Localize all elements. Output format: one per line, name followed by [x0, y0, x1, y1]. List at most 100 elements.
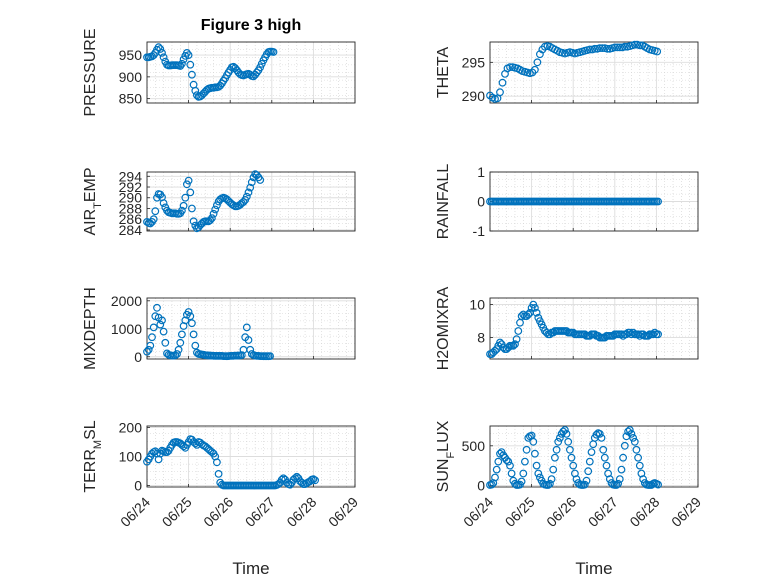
y-tick-label: 292	[119, 179, 143, 195]
data-point	[582, 476, 591, 485]
x-tick-label: 06/26	[543, 494, 579, 530]
data-point	[146, 341, 155, 350]
data-point	[654, 330, 662, 339]
figure-title: Figure 3 high	[201, 17, 301, 34]
data-point	[181, 193, 190, 202]
data-point	[531, 304, 539, 312]
x-tick-label: 06/24	[460, 494, 496, 530]
data-point	[519, 469, 528, 478]
data-point	[590, 44, 599, 53]
data-point	[554, 437, 563, 446]
data-point	[614, 479, 622, 488]
data-point	[506, 63, 514, 71]
data-point	[630, 40, 639, 49]
axes-box	[489, 41, 699, 104]
data-point	[649, 330, 657, 339]
data-point	[547, 475, 556, 484]
data-point	[552, 445, 561, 454]
data-point	[176, 62, 185, 70]
y-tick-label: 295	[462, 54, 486, 70]
data-point	[612, 481, 621, 489]
data-point	[600, 453, 609, 462]
data-point	[187, 204, 196, 213]
data-point	[599, 445, 608, 454]
data-point	[173, 350, 181, 358]
subplot-terr-msl: 0 100 200 06/24 06/25 06/26 06/27 06/28 06/29 TER…	[82, 419, 361, 529]
data-point	[156, 45, 165, 53]
x-tick-label: 06/27	[242, 494, 278, 530]
x-tick-label: 06/24	[117, 494, 153, 530]
y-tick-label: 900	[119, 69, 143, 85]
data-point	[184, 51, 193, 59]
data-point	[498, 78, 507, 87]
data-point	[182, 49, 191, 57]
data-point	[610, 43, 619, 52]
y-tick-label: 286	[119, 211, 143, 227]
x-tick-label: 06/28	[626, 494, 662, 530]
data-point	[514, 327, 523, 335]
data-point	[489, 479, 498, 487]
data-point	[159, 53, 168, 62]
axes-box	[146, 41, 356, 104]
y-axis-label: H2OMIXRA	[435, 286, 452, 370]
data-point	[615, 475, 624, 484]
data-point	[516, 318, 524, 327]
data-point	[149, 215, 158, 224]
data-point	[487, 480, 496, 489]
y-tick-label: 284	[119, 222, 143, 238]
y-axis-label: AIRTEMP	[82, 167, 104, 235]
data-point	[522, 445, 531, 454]
data-point	[654, 480, 662, 489]
data-point	[492, 465, 501, 474]
data-point	[149, 323, 158, 332]
data-point	[639, 475, 647, 484]
data-point	[151, 207, 160, 216]
data-point	[237, 351, 246, 360]
subplot-theta: 290 295 THETA	[435, 40, 699, 104]
y-tick-label: 288	[119, 200, 143, 216]
data-point	[613, 43, 622, 52]
data-point	[532, 308, 541, 317]
subplot-sun-flux: 0 500 06/24 06/25 06/26 06/27 06/28 06/29 SUNFLU…	[435, 420, 704, 530]
data-point	[212, 458, 221, 467]
data-point	[589, 440, 598, 449]
data-point	[605, 475, 614, 484]
data-point	[595, 430, 604, 438]
data-point	[502, 456, 511, 465]
data-point	[544, 481, 553, 489]
data-point	[602, 461, 611, 470]
data-point	[209, 209, 218, 218]
data-point	[161, 338, 170, 347]
data-point	[256, 176, 265, 184]
data-point	[269, 48, 278, 56]
y-tick-label: 2000	[111, 293, 142, 309]
y-tick-label: 0	[477, 194, 485, 210]
data-point	[567, 453, 576, 462]
data-point	[309, 475, 318, 484]
y-tick-label: -1	[473, 223, 486, 239]
y-tick-label: 8	[477, 330, 485, 346]
data-point	[206, 216, 215, 225]
data-point	[529, 437, 538, 446]
data-point	[509, 341, 518, 350]
data-point	[177, 59, 186, 68]
data-point	[491, 473, 499, 482]
data-point	[179, 201, 188, 210]
data-point	[603, 44, 612, 53]
data-point	[154, 43, 163, 52]
data-point	[148, 333, 156, 342]
data-point	[207, 214, 216, 223]
data-point	[506, 461, 514, 470]
data-point	[171, 351, 180, 360]
data-point	[242, 192, 251, 201]
data-point	[191, 86, 200, 95]
data-point	[158, 316, 166, 325]
data-point	[615, 43, 624, 52]
y-tick-label: 0	[477, 477, 485, 493]
data-point	[184, 308, 193, 316]
data-point	[534, 469, 543, 478]
data-point	[634, 453, 642, 462]
data-point	[153, 303, 161, 312]
data-point	[512, 335, 521, 344]
